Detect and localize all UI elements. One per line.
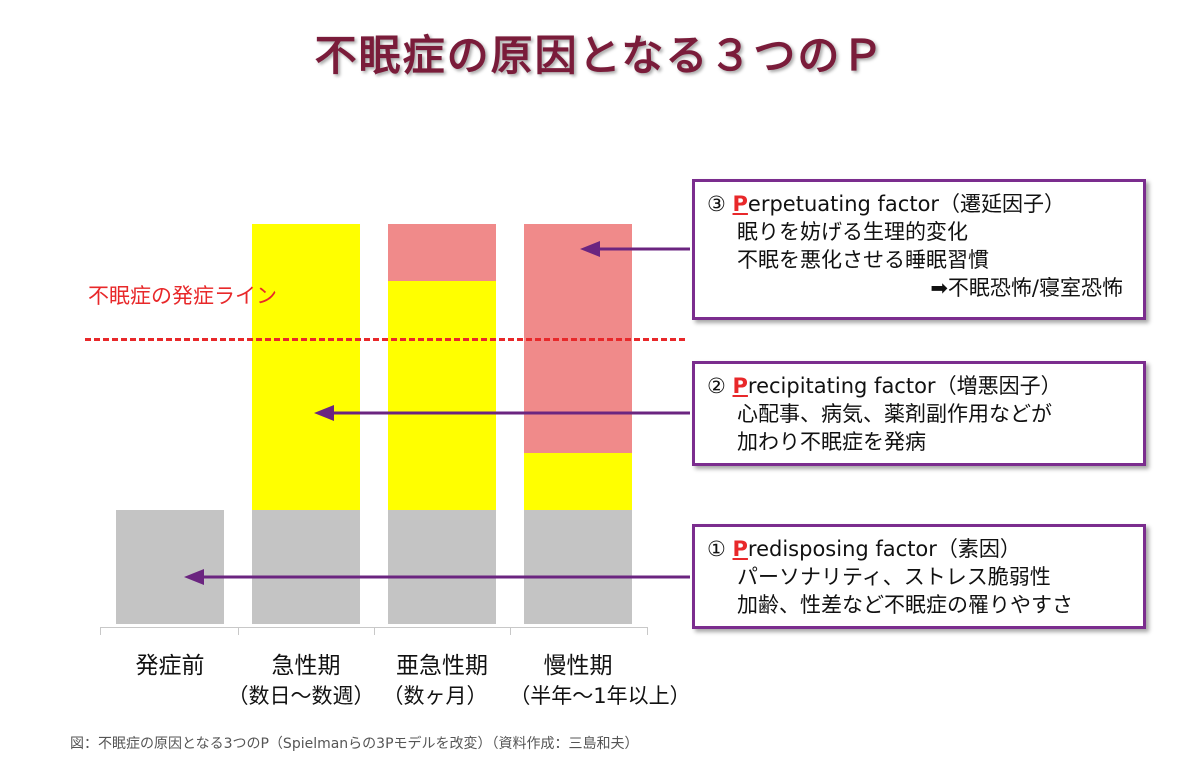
precipitating-factor-heading: ② Precipitating factor（増悪因子） (707, 372, 1133, 400)
x-axis-tick (374, 627, 375, 635)
diagram-title: 不眠症の原因となる３つのＰ (314, 31, 886, 80)
perpetuating-arrowhead (580, 241, 600, 257)
x-axis-tick (238, 627, 239, 635)
factor-description-line: 加齢、性差など不眠症の罹りやすさ (737, 593, 1073, 617)
factor-name: erpetuating factor（遷延因子） (747, 192, 1066, 216)
bar-subacute-precipitating (388, 281, 496, 510)
x-axis-tick (510, 627, 511, 635)
bar-chronic-precipitating (524, 453, 632, 510)
factor-name: recipitating factor（増悪因子） (747, 374, 1062, 398)
factor-description-line: 加わり不眠症を発病 (737, 430, 926, 454)
bar-subacute-perpetuating (388, 224, 496, 281)
bar-pre-onset-predisposing (116, 510, 224, 624)
factor-consequence: ➡不眠恐怖/寝室恐怖 (930, 276, 1123, 300)
predisposing-arrowhead (184, 569, 204, 585)
figure-caption: 図：不眠症の原因となる3つのP（Spielmanらの3Pモデルを改変）（資料作成… (70, 736, 639, 752)
onset-dashed-line (85, 338, 685, 341)
onset-line-label: 不眠症の発症ライン (88, 284, 277, 308)
factor-description-line: 眠りを妨げる生理的変化 (737, 220, 968, 244)
perpetuating-factor-box: ③ Perpetuating factor（遷延因子） 眠りを妨げる生理的変化 … (692, 179, 1146, 320)
phase-label-acute: 急性期 (271, 653, 341, 679)
bar-acute-precipitating (252, 224, 360, 510)
x-axis-tick (647, 627, 648, 635)
factor-description-line: 心配事、病気、薬剤副作用などが (737, 402, 1052, 426)
predisposing-factor-box: ① Predisposing factor（素因） パーソナリティ、ストレス脆弱… (692, 524, 1146, 629)
x-axis-tick (100, 627, 101, 635)
precipitating-factor-box: ② Precipitating factor（増悪因子） 心配事、病気、薬剤副作… (692, 361, 1146, 466)
factor-number: ① (707, 537, 726, 561)
factor-initial: P (732, 192, 748, 216)
factor-description-line: パーソナリティ、ストレス脆弱性 (737, 565, 1051, 589)
factor-name: redisposing factor（素因） (747, 537, 1021, 561)
phase-label-pre-onset: 発症前 (135, 653, 205, 679)
factor-number: ② (707, 374, 726, 398)
phase-label-chronic: 慢性期 (543, 653, 613, 679)
factor-description-line: 不眠を悪化させる睡眠習慣 (737, 248, 989, 272)
factor-number: ③ (707, 192, 726, 216)
phase-sub-subacute: （数ヶ月） (382, 684, 488, 708)
bar-acute-predisposing (252, 510, 360, 624)
phase-sub-acute: （数日～数週） (227, 684, 375, 708)
factor-initial: P (732, 374, 748, 398)
phase-label-subacute: 亜急性期 (396, 653, 488, 679)
phase-sub-chronic: （半年～1年以上） (509, 684, 691, 708)
factor-initial: P (732, 537, 748, 561)
predisposing-factor-heading: ① Predisposing factor（素因） (707, 535, 1133, 563)
bar-subacute-predisposing (388, 510, 496, 624)
perpetuating-factor-heading: ③ Perpetuating factor（遷延因子） (707, 190, 1133, 218)
precipitating-arrowhead (314, 405, 334, 421)
bar-chronic-predisposing (524, 510, 632, 624)
